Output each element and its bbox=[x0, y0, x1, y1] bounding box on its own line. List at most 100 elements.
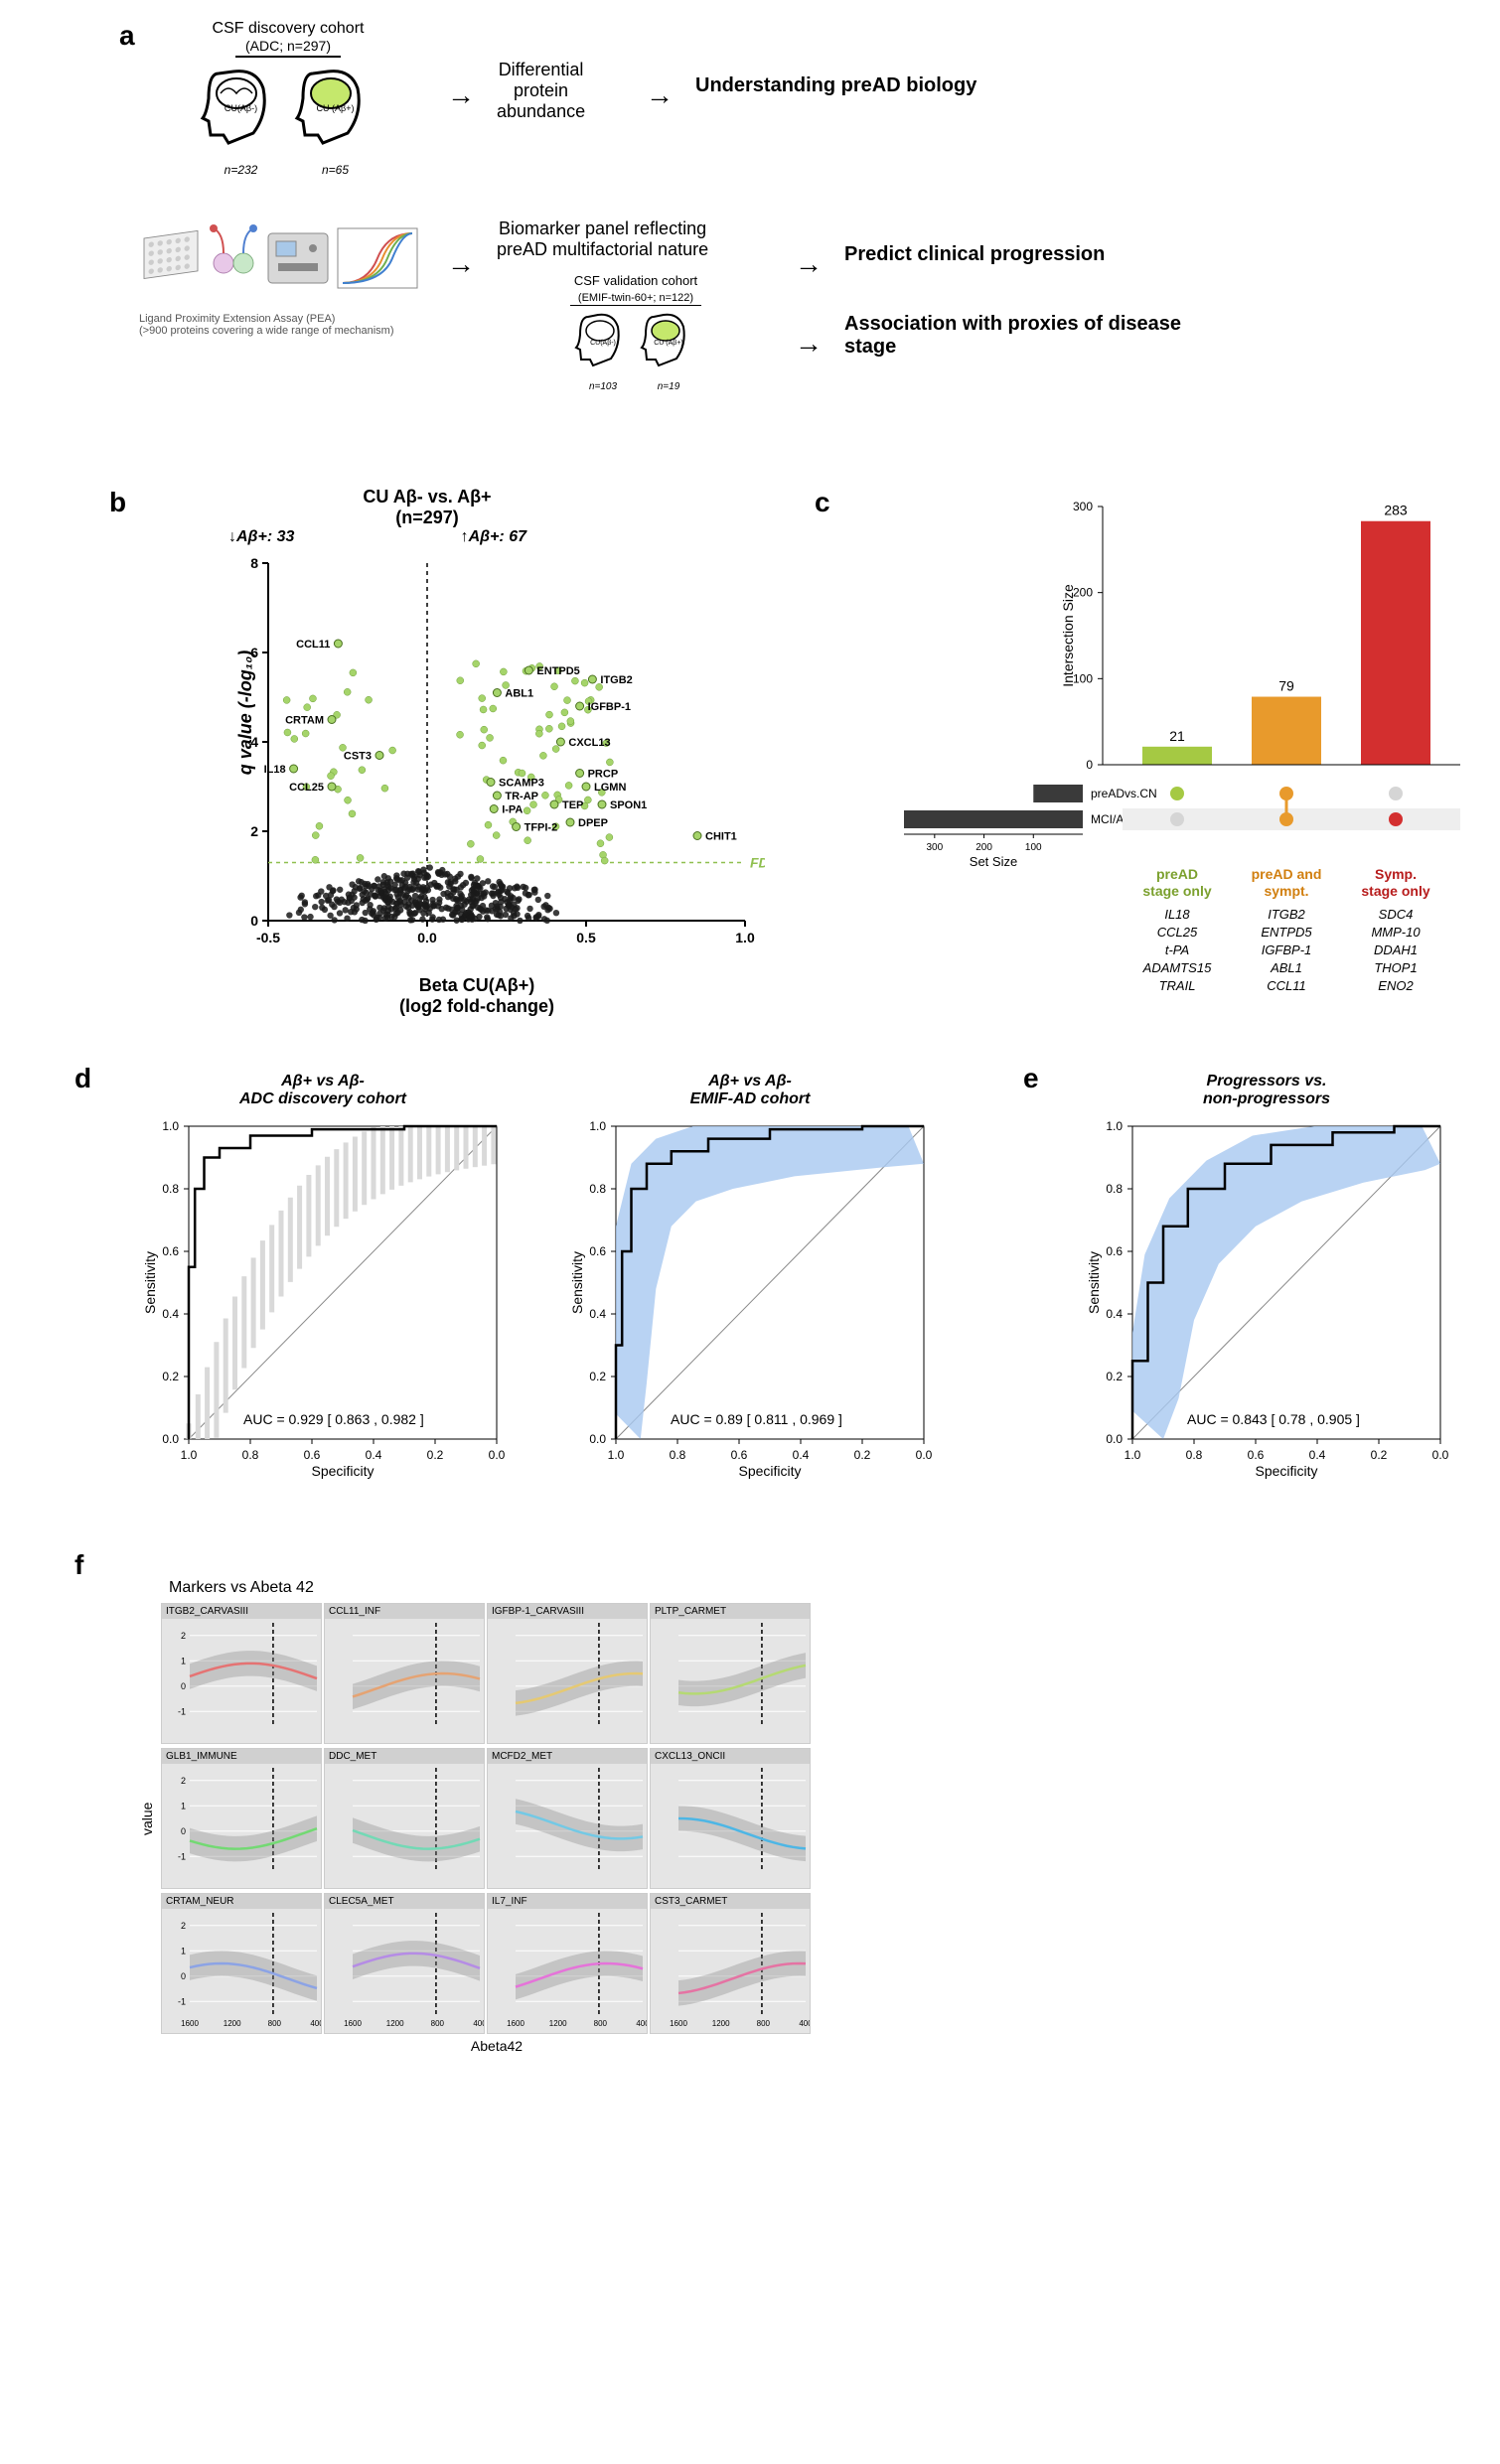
svg-text:ITGB2: ITGB2 bbox=[600, 674, 632, 686]
svg-text:AUC = 0.929 [ 0.863 , 0.982 ]: AUC = 0.929 [ 0.863 , 0.982 ] bbox=[243, 1411, 424, 1427]
svg-text:800: 800 bbox=[594, 2019, 608, 2028]
svg-text:SPON1: SPON1 bbox=[610, 799, 647, 811]
svg-text:400: 400 bbox=[636, 2019, 647, 2028]
panel-f-xlabel: Abeta42 bbox=[169, 2038, 825, 2054]
svg-text:0.8: 0.8 bbox=[589, 1182, 606, 1196]
svg-text:ABL1: ABL1 bbox=[505, 688, 533, 700]
svg-text:200: 200 bbox=[975, 842, 992, 853]
panel-b-label: b bbox=[109, 487, 126, 518]
svg-text:2: 2 bbox=[181, 1921, 186, 1931]
sm-cell-header: PLTP_CARMET bbox=[651, 1604, 810, 1619]
svg-text:ADAMTS15: ADAMTS15 bbox=[1142, 960, 1212, 975]
svg-text:0.0: 0.0 bbox=[589, 1432, 606, 1446]
arrow-1: → bbox=[447, 79, 475, 111]
svg-text:1600: 1600 bbox=[181, 2019, 199, 2028]
svg-text:CRTAM: CRTAM bbox=[285, 715, 324, 727]
svg-text:0.6: 0.6 bbox=[731, 1448, 748, 1462]
svg-text:0.6: 0.6 bbox=[1248, 1448, 1265, 1462]
svg-text:1.0: 1.0 bbox=[589, 1119, 606, 1133]
volcano-ylabel: q value (-log₁₀) bbox=[235, 651, 256, 775]
panel-d-label: d bbox=[75, 1063, 91, 1094]
sm-cell: DDC_MET bbox=[324, 1748, 485, 1889]
sm-cell: MCFD2_MET bbox=[487, 1748, 648, 1889]
sm-cell-header: IGFBP-1_CARVASIII bbox=[488, 1604, 647, 1619]
roc1-svg: 0.00.00.20.20.40.40.60.60.80.81.01.0Spec… bbox=[139, 1116, 507, 1484]
svg-text:0.2: 0.2 bbox=[854, 1448, 871, 1462]
panel-f-ylabel: value bbox=[139, 1603, 155, 2034]
svg-text:1.0: 1.0 bbox=[1125, 1448, 1141, 1462]
svg-text:IGFBP-1: IGFBP-1 bbox=[1262, 942, 1312, 957]
svg-text:283: 283 bbox=[1384, 503, 1408, 518]
sm-cell: CXCL13_ONCII bbox=[650, 1748, 811, 1889]
svg-text:0: 0 bbox=[1086, 758, 1093, 772]
svg-text:1.0: 1.0 bbox=[608, 1448, 625, 1462]
sm-cell: CST3_CARMET16001200800400 bbox=[650, 1893, 811, 2034]
panel-a: CSF discovery cohort (ADC; n=297) CU(Aβ-… bbox=[159, 20, 1450, 457]
svg-text:0.5: 0.5 bbox=[576, 930, 596, 945]
cohort1-sub: (ADC; n=297) bbox=[235, 38, 341, 58]
svg-text:CXCL13: CXCL13 bbox=[568, 737, 610, 749]
svg-text:CCL25: CCL25 bbox=[1157, 925, 1198, 940]
cohort2-title: CSF validation cohort bbox=[517, 273, 755, 288]
sm-cell: CLEC5A_MET16001200800400 bbox=[324, 1893, 485, 2034]
svg-text:ENTPD5: ENTPD5 bbox=[1261, 925, 1312, 940]
roc3-title: Progressors vs. non-progressors bbox=[1083, 1073, 1450, 1108]
volcano-title: CU Aβ- vs. Aβ+ bbox=[169, 487, 685, 507]
sm-cell-header: CLEC5A_MET bbox=[325, 1894, 484, 1909]
cohort1-title: CSF discovery cohort bbox=[159, 20, 417, 38]
svg-text:Symp.: Symp. bbox=[1375, 866, 1417, 882]
svg-text:CCL11: CCL11 bbox=[296, 639, 330, 651]
svg-text:0: 0 bbox=[181, 1681, 186, 1691]
sm-cell-header: IL7_INF bbox=[488, 1894, 647, 1909]
svg-text:0.8: 0.8 bbox=[1186, 1448, 1203, 1462]
svg-text:0.0: 0.0 bbox=[162, 1432, 179, 1446]
panel-e: Progressors vs. non-progressors 0.00.00.… bbox=[1083, 1073, 1450, 1489]
svg-text:CHIT1: CHIT1 bbox=[705, 831, 737, 843]
svg-text:0.4: 0.4 bbox=[1309, 1448, 1326, 1462]
svg-text:TFPI-2: TFPI-2 bbox=[525, 822, 558, 834]
svg-text:0.2: 0.2 bbox=[589, 1370, 606, 1383]
svg-text:PRCP: PRCP bbox=[588, 769, 619, 781]
roc2-svg: 0.00.00.20.20.40.40.60.60.80.81.01.0Spec… bbox=[566, 1116, 934, 1484]
svg-text:0.4: 0.4 bbox=[793, 1448, 810, 1462]
svg-text:0: 0 bbox=[250, 913, 258, 929]
svg-text:1.0: 1.0 bbox=[1106, 1119, 1123, 1133]
svg-text:SDC4: SDC4 bbox=[1379, 907, 1414, 922]
svg-text:0.0: 0.0 bbox=[916, 1448, 933, 1462]
svg-text:0.2: 0.2 bbox=[1371, 1448, 1388, 1462]
svg-text:8: 8 bbox=[250, 555, 258, 571]
cohort2-sub: (EMIF-twin-60+; n=122) bbox=[570, 292, 701, 306]
svg-text:I-PA: I-PA bbox=[502, 804, 523, 816]
svg-text:Specificity: Specificity bbox=[311, 1463, 374, 1479]
cohort1-g1-n: n=232 bbox=[199, 163, 283, 177]
svg-text:400: 400 bbox=[799, 2019, 810, 2028]
upset-svg: 2179283 0100200300 Intersection Size pre… bbox=[844, 487, 1480, 1013]
svg-text:1: 1 bbox=[181, 1801, 186, 1811]
svg-text:Specificity: Specificity bbox=[1255, 1463, 1317, 1479]
svg-text:THOP1: THOP1 bbox=[1374, 960, 1417, 975]
svg-text:1600: 1600 bbox=[507, 2019, 525, 2028]
svg-text:FDR: FDR bbox=[750, 855, 765, 871]
svg-text:Sensitivity: Sensitivity bbox=[142, 1251, 158, 1314]
arrow-2: → bbox=[646, 79, 674, 111]
svg-text:0.6: 0.6 bbox=[1106, 1244, 1123, 1258]
svg-text:0.0: 0.0 bbox=[489, 1448, 506, 1462]
panel-b: CU Aβ- vs. Aβ+ (n=297) ↓Aβ+: 33 ↑Aβ+: 67… bbox=[169, 487, 765, 1017]
cohort1-g2-label: CU (Aβ+) bbox=[293, 103, 377, 113]
svg-text:1200: 1200 bbox=[549, 2019, 567, 2028]
panel-e-label: e bbox=[1023, 1063, 1039, 1094]
assay-text: Ligand Proximity Extension Assay (PEA) (… bbox=[139, 313, 437, 337]
svg-text:ABL1: ABL1 bbox=[1270, 960, 1302, 975]
roc3-svg: 0.00.00.20.20.40.40.60.60.80.81.01.0Spec… bbox=[1083, 1116, 1450, 1484]
svg-text:1: 1 bbox=[181, 1656, 186, 1666]
svg-text:0.4: 0.4 bbox=[589, 1307, 606, 1321]
cohort2-block: CSF validation cohort (EMIF-twin-60+; n=… bbox=[517, 273, 755, 392]
svg-text:preADvs.CN: preADvs.CN bbox=[1091, 787, 1157, 800]
cohort2-g1-n: n=103 bbox=[573, 381, 633, 392]
svg-text:preAD and: preAD and bbox=[1252, 866, 1322, 882]
cohort1-g2-n: n=65 bbox=[293, 163, 377, 177]
svg-text:AUC = 0.89 [ 0.811 , 0.969 ]: AUC = 0.89 [ 0.811 , 0.969 ] bbox=[671, 1411, 842, 1427]
svg-text:0.8: 0.8 bbox=[162, 1182, 179, 1196]
sm-cell-header: CST3_CARMET bbox=[651, 1894, 810, 1909]
volcano-subtitle: (n=297) bbox=[169, 507, 685, 528]
